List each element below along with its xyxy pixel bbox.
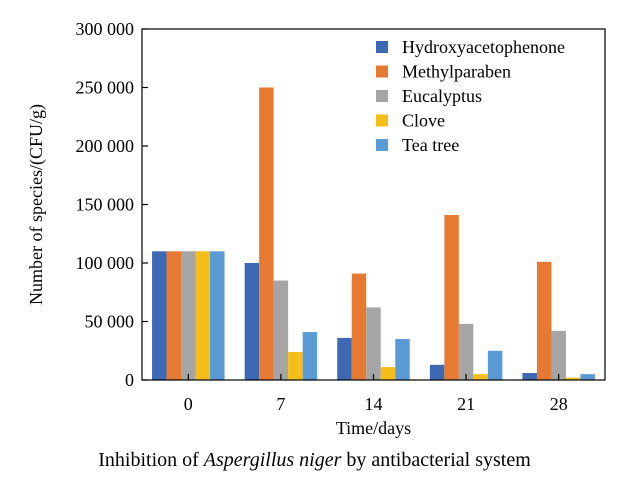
y-axis-title: Number of species/(CFU/g) <box>26 104 47 305</box>
bar-clove-7 <box>288 351 303 380</box>
legend-label-eucalyptus: Eucalyptus <box>402 86 482 106</box>
x-axis: 0 7 14 21 28 <box>184 374 568 414</box>
bar-clove-21 <box>473 374 488 380</box>
x-tick-label: 0 <box>184 394 193 414</box>
y-tick-label: 50 000 <box>85 312 135 332</box>
legend-label-hydroxyacetophenone: Hydroxyacetophenone <box>402 37 565 57</box>
bar-methylparaben-21 <box>444 215 459 380</box>
caption-suffix: by antibacterial system <box>341 449 531 471</box>
bar-eucalyptus-0 <box>181 251 196 380</box>
bar-eucalyptus-28 <box>551 330 566 380</box>
bar-hydroxyacetophenone-14 <box>337 337 352 380</box>
x-tick-label: 7 <box>276 394 285 414</box>
bar-eucalyptus-7 <box>273 280 289 380</box>
bar-clove-0 <box>195 251 211 380</box>
bar-tea-tree-7 <box>302 332 318 380</box>
bar-tea-tree-0 <box>210 251 225 380</box>
x-tick-label: 28 <box>550 394 568 414</box>
bar-tea-tree-28 <box>580 374 595 380</box>
caption-prefix: Inhibition of <box>98 449 204 471</box>
y-tick-label: 300 000 <box>76 19 135 39</box>
bar-methylparaben-28 <box>536 261 552 380</box>
caption-species: Aspergillus niger <box>203 449 342 471</box>
bar-clove-28 <box>565 377 581 380</box>
x-axis-title: Time/days <box>336 418 411 438</box>
y-tick-label: 150 000 <box>76 195 135 215</box>
bar-tea-tree-21 <box>487 350 503 380</box>
figure-caption: Inhibition of Aspergillus niger by antib… <box>0 449 629 472</box>
y-axis: 0 50 000 100 000 150 000 200 000 250 000 300 0… <box>76 19 148 390</box>
legend-swatch-methylparaben <box>376 65 388 78</box>
plot-frame <box>141 28 606 381</box>
bar-tea-tree-14 <box>395 339 410 380</box>
bar-methylparaben-0 <box>166 251 182 380</box>
bar-clove-14 <box>380 367 396 380</box>
bar-methylparaben-7 <box>259 87 274 380</box>
x-tick-label: 21 <box>457 394 475 414</box>
legend-label-clove: Clove <box>402 111 445 131</box>
legend: Hydroxyacetophenone Methylparaben Eucalypt… <box>376 37 565 155</box>
bars-group <box>152 87 595 380</box>
y-tick-label: 100 000 <box>76 253 135 273</box>
bar-hydroxyacetophenone-28 <box>522 372 537 380</box>
bar-hydroxyacetophenone-21 <box>429 364 445 380</box>
bar-hydroxyacetophenone-7 <box>244 263 260 380</box>
y-tick-label: 200 000 <box>76 136 135 156</box>
legend-label-methylparaben: Methylparaben <box>402 62 511 82</box>
bar-methylparaben-14 <box>351 273 367 380</box>
bar-chart: 0 50 000 100 000 150 000 200 000 250 000 300 0… <box>26 19 606 438</box>
legend-swatch-tea-tree <box>376 139 388 151</box>
legend-swatch-clove <box>376 114 388 127</box>
legend-swatch-hydroxyacetophenone <box>376 41 388 53</box>
x-tick-label: 14 <box>365 394 383 414</box>
legend-swatch-eucalyptus <box>376 90 388 102</box>
bar-eucalyptus-21 <box>458 323 474 380</box>
bar-eucalyptus-14 <box>366 307 381 380</box>
y-tick-label: 0 <box>125 370 134 390</box>
bar-hydroxyacetophenone-0 <box>152 251 167 380</box>
y-tick-label: 250 000 <box>76 78 135 98</box>
legend-label-tea-tree: Tea tree <box>402 135 459 155</box>
